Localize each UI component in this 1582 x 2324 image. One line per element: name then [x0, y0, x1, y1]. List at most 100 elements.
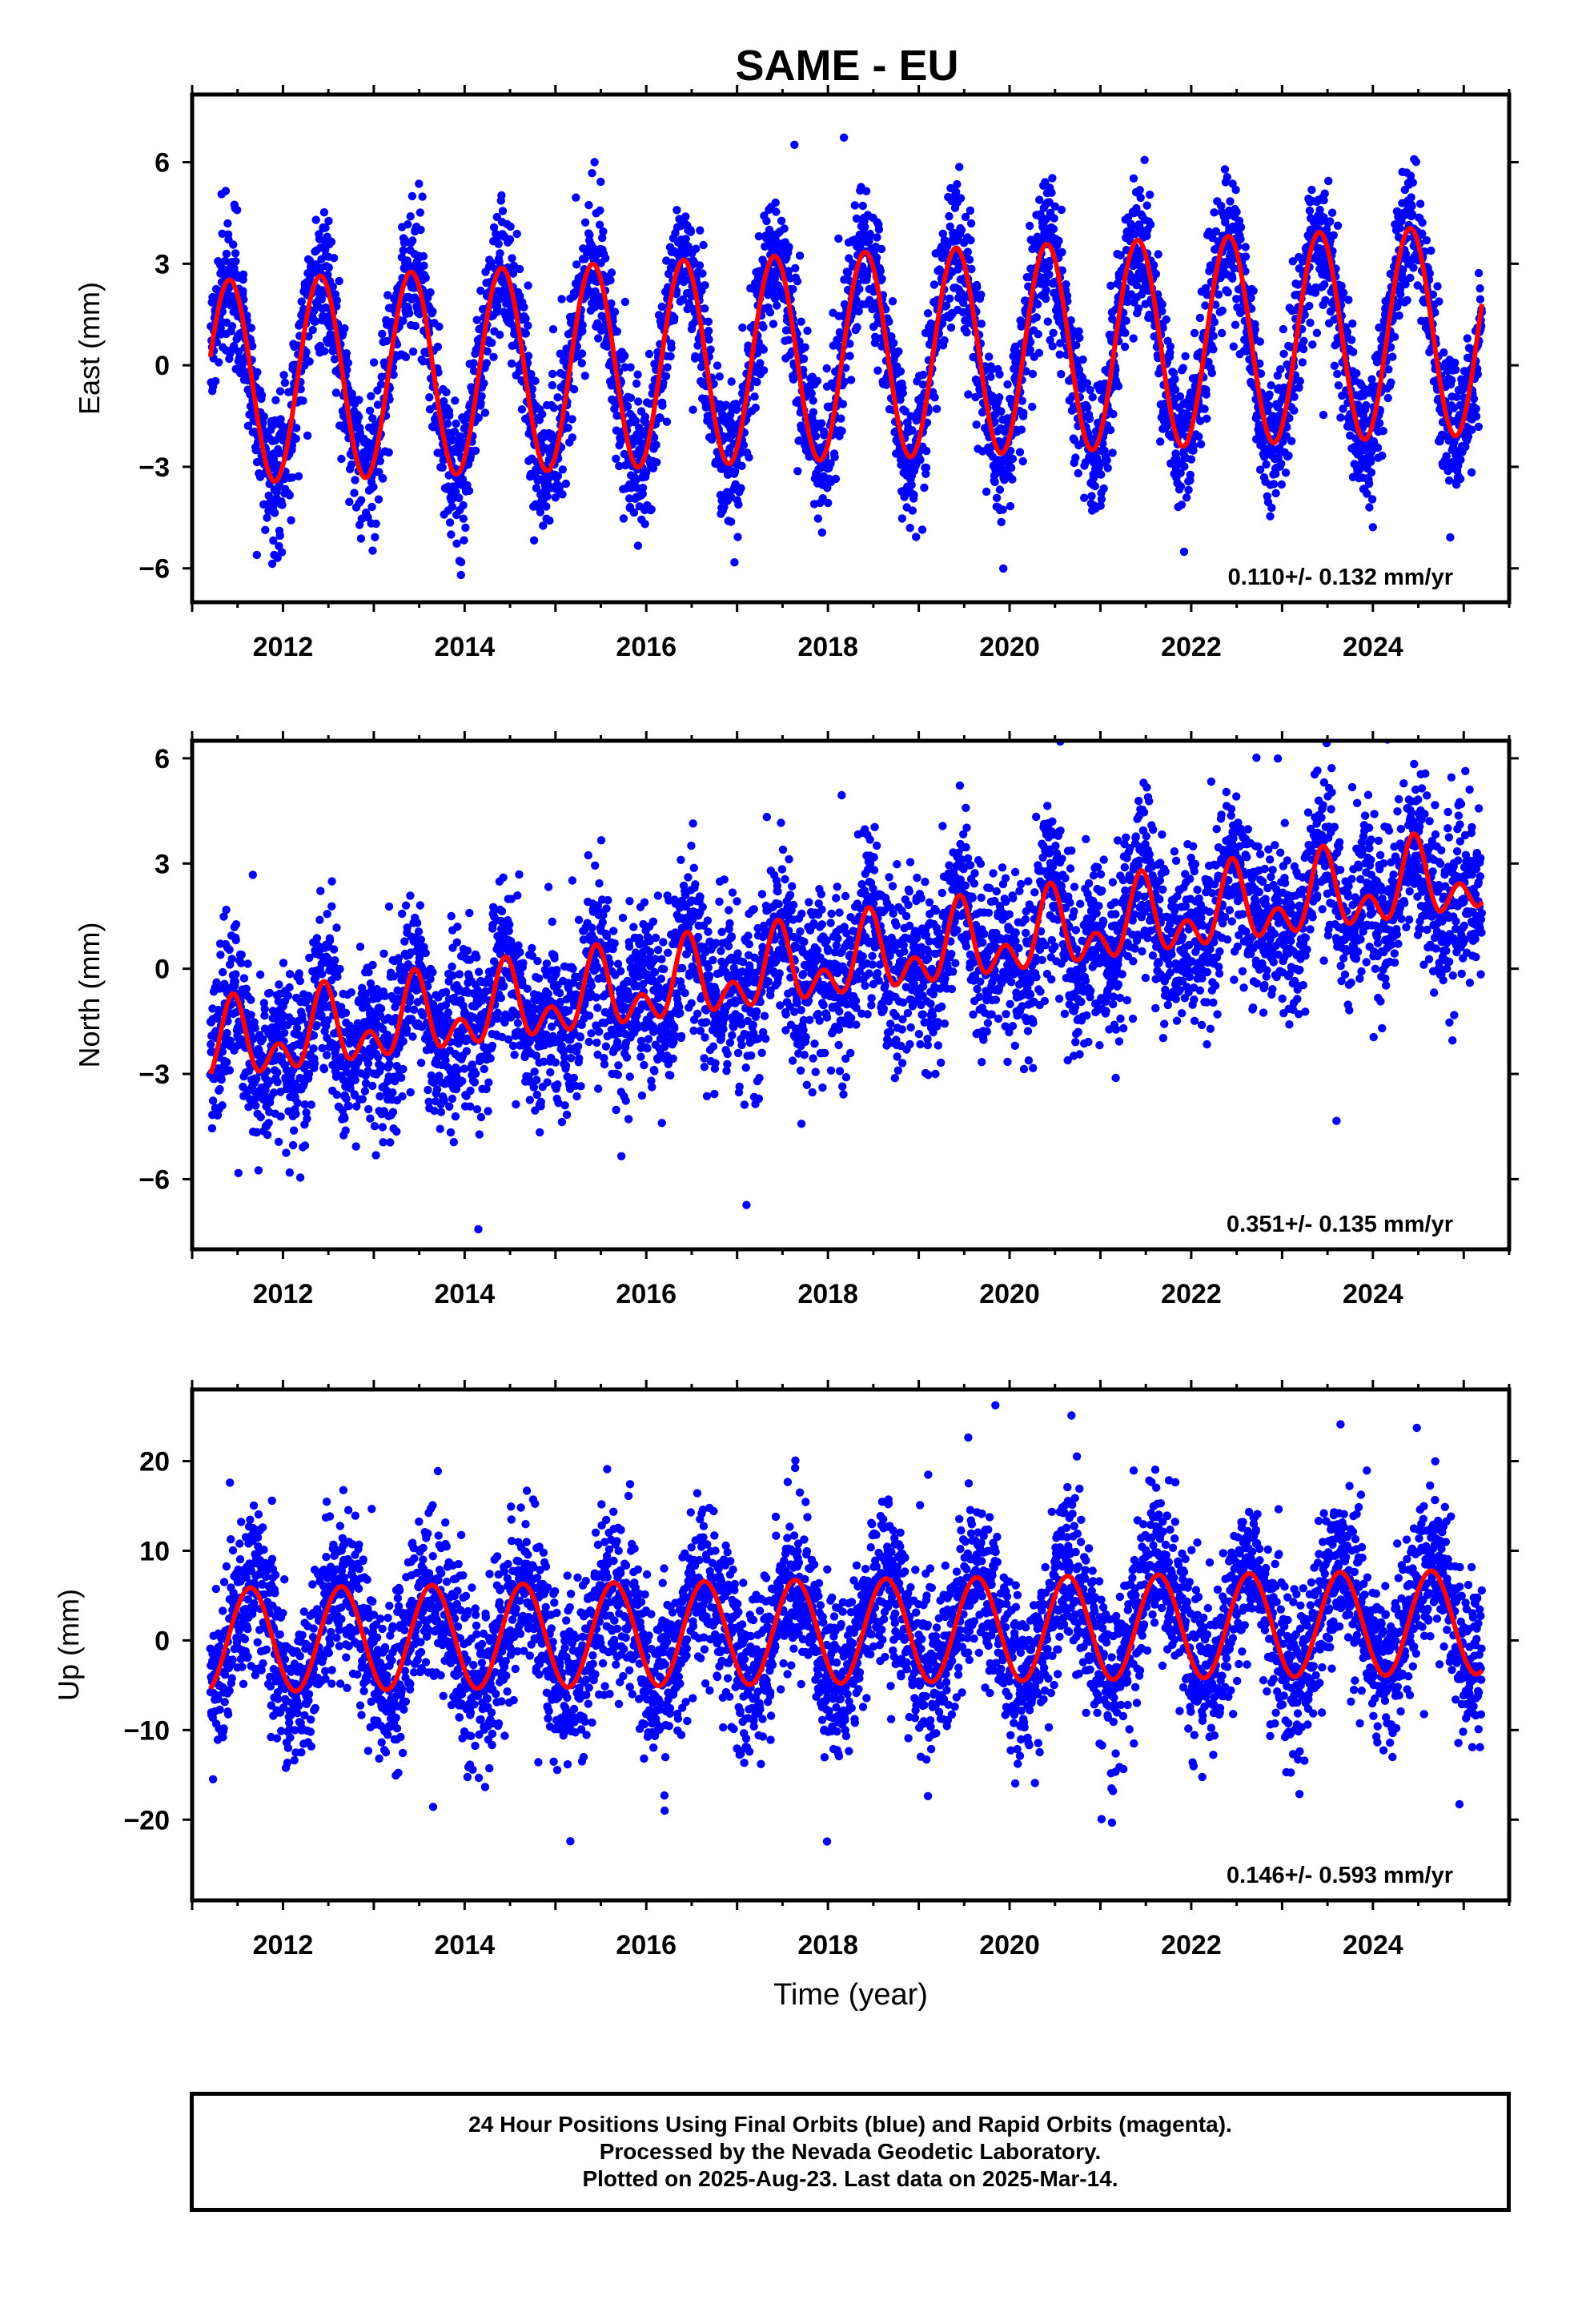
east-point: [1045, 270, 1054, 279]
east-point: [759, 366, 769, 375]
east-point: [1207, 368, 1217, 377]
east-point: [632, 379, 641, 388]
east-point: [367, 392, 375, 400]
east-point: [666, 352, 675, 361]
east-point: [408, 191, 417, 201]
east-point: [373, 400, 383, 409]
east-point: [355, 396, 363, 404]
east-point: [261, 525, 270, 534]
east-point: [459, 501, 468, 510]
east-point: [919, 370, 928, 380]
east-point: [375, 456, 384, 465]
east-point: [1408, 178, 1418, 187]
east-point: [633, 370, 642, 379]
east-point: [1383, 393, 1392, 403]
east-point: [368, 414, 377, 423]
east-point: [793, 277, 802, 286]
east-point: [699, 240, 708, 250]
east-point: [557, 295, 566, 304]
east-point: [922, 447, 931, 456]
east-point: [930, 280, 939, 289]
east-point: [1006, 464, 1016, 472]
east-point: [379, 474, 387, 483]
east-point: [858, 201, 867, 211]
east-point: [347, 460, 356, 469]
east-point: [1407, 193, 1415, 202]
east-point: [1220, 165, 1230, 174]
east-point: [458, 475, 468, 484]
east-point: [750, 392, 759, 401]
east-point: [1327, 208, 1337, 217]
east-point: [1176, 482, 1186, 491]
east-point: [279, 371, 288, 380]
east-point: [239, 287, 247, 296]
east-point: [1195, 432, 1203, 441]
east-point: [276, 415, 285, 424]
east-point: [789, 284, 797, 294]
east-point: [1231, 320, 1240, 329]
east-point: [492, 302, 502, 311]
east-point: [1075, 333, 1084, 343]
east-point: [1184, 485, 1193, 494]
east-point: [253, 368, 262, 376]
east-point: [873, 366, 882, 375]
east-point: [855, 284, 864, 294]
east-point: [259, 412, 268, 421]
east-point: [1034, 348, 1044, 357]
east-point: [211, 376, 220, 386]
east-point: [1087, 492, 1096, 501]
east-point: [940, 336, 949, 345]
east-point: [368, 546, 377, 555]
east-point: [464, 486, 474, 496]
east-point: [1189, 441, 1199, 450]
east-point: [1472, 404, 1480, 413]
east-point: [759, 345, 768, 354]
east-point: [872, 253, 881, 262]
east-point: [308, 325, 317, 335]
east-point: [1415, 199, 1425, 208]
east-point: [529, 536, 539, 545]
east-point: [662, 417, 672, 426]
east-point: [704, 327, 713, 336]
east-point: [251, 446, 260, 455]
east-point: [263, 513, 271, 522]
east-point: [1406, 273, 1415, 283]
east-point: [667, 344, 676, 352]
east-point: [553, 393, 562, 402]
east-point: [1307, 185, 1316, 195]
east-point: [596, 177, 605, 187]
east-point: [701, 281, 709, 290]
east-point: [1102, 456, 1111, 464]
east-point: [797, 317, 805, 326]
east-point: [435, 322, 444, 331]
east-point: [1277, 459, 1286, 468]
east-point: [1249, 287, 1258, 296]
east-point: [331, 388, 341, 397]
east-point: [850, 201, 860, 210]
east-point: [966, 206, 975, 215]
east-point: [1071, 453, 1080, 462]
east-point: [612, 327, 621, 336]
east-point: [1043, 317, 1053, 326]
east-point: [406, 212, 415, 221]
east-point: [374, 495, 383, 504]
east-point: [1411, 157, 1421, 167]
east-point: [647, 505, 656, 514]
east-point: [876, 267, 885, 275]
east-point: [215, 358, 223, 367]
east-point: [1269, 480, 1279, 489]
east-point: [1122, 316, 1130, 325]
east-point: [1352, 369, 1361, 378]
east-point: [317, 295, 326, 304]
east-points: [207, 133, 1487, 580]
east-point: [1226, 197, 1235, 206]
east-point: [1456, 474, 1465, 484]
east-point: [686, 227, 695, 236]
east-point: [538, 410, 547, 419]
east-point: [512, 229, 521, 239]
east-point: [275, 387, 285, 396]
east-point: [657, 302, 666, 312]
east-point: [384, 448, 393, 457]
east-point: [1378, 451, 1387, 460]
east-point: [1387, 378, 1395, 387]
